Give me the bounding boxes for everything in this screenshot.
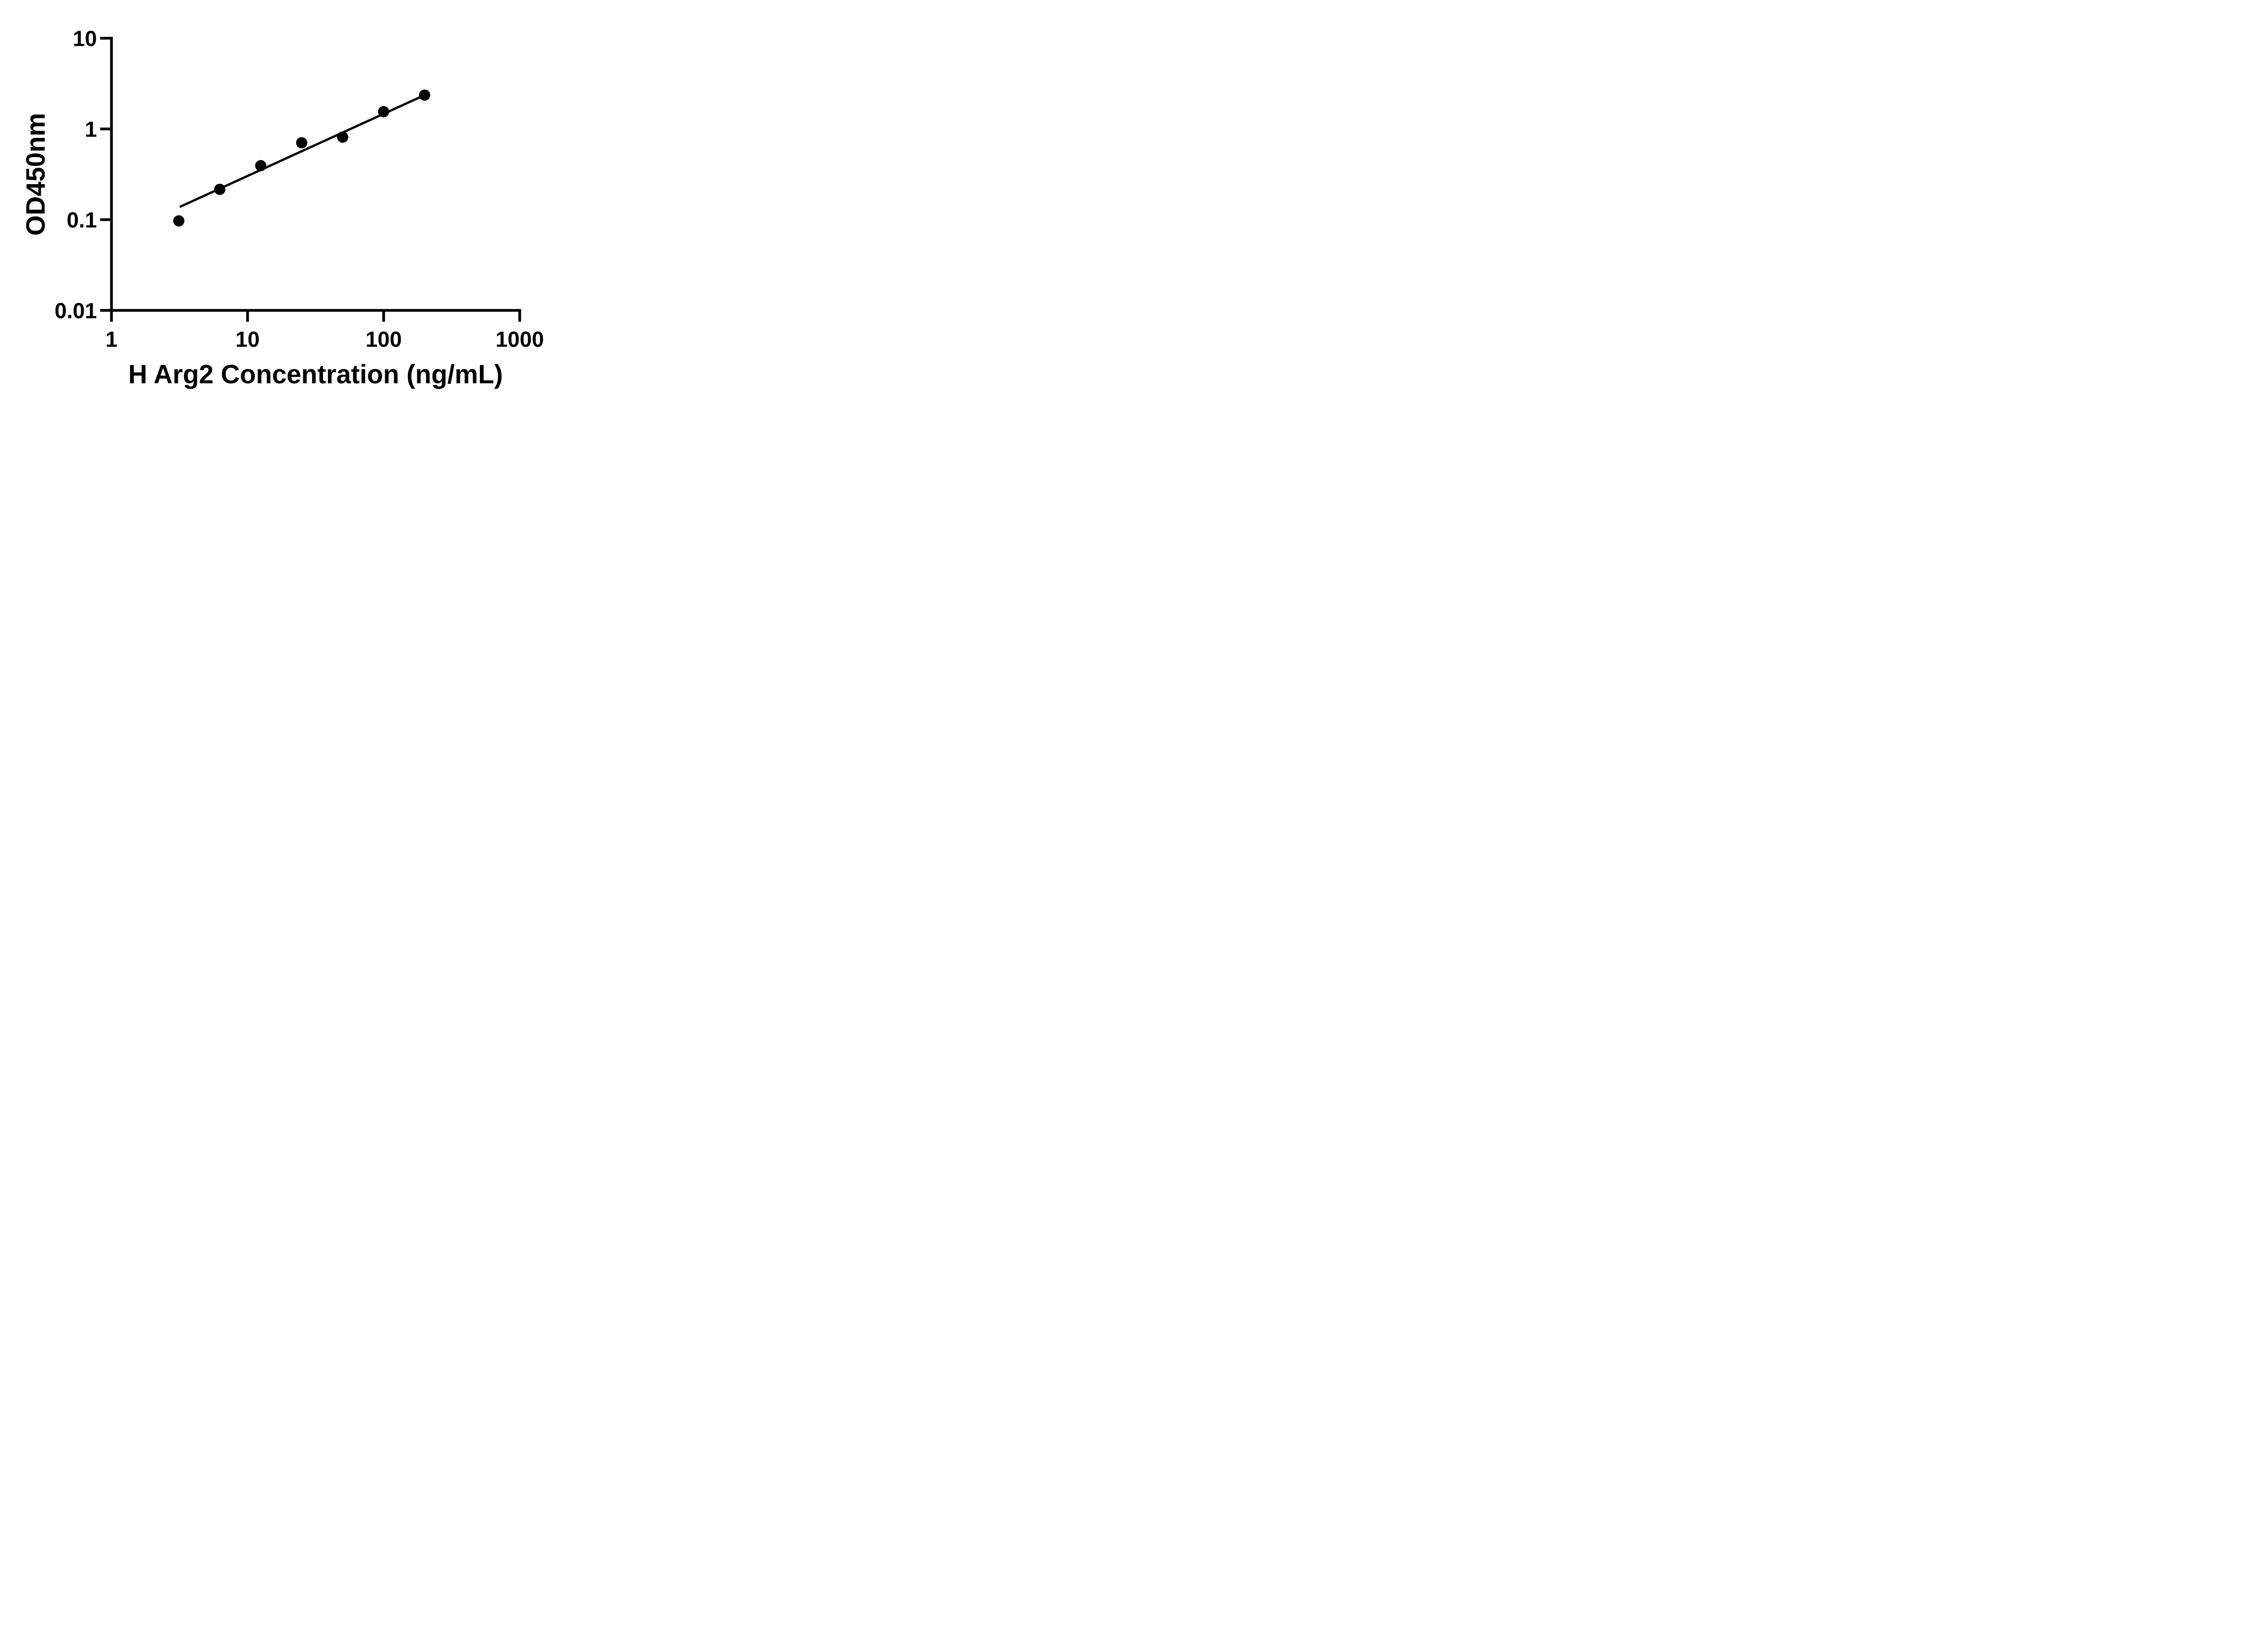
plot-area: 10 1 0.1 0.01 1 10 100 1000 OD450nm H Arg2 Conc…: [21, 27, 544, 389]
fit-line: [179, 94, 425, 208]
y-axis-title: OD450nm: [21, 113, 50, 236]
x-tick-label: 10: [235, 328, 259, 352]
x-axis-title: H Arg2 Concentration (ng/mL): [128, 360, 503, 389]
x-tick-label: 1: [105, 328, 117, 352]
x-tick-label: 1000: [495, 328, 544, 352]
y-tick-label: 0.01: [54, 299, 97, 323]
y-tick-label: 10: [73, 27, 97, 51]
chart-figure: 10 1 0.1 0.01 1 10 100 1000 OD450nm H Arg2 Conc…: [0, 0, 582, 408]
y-tick-label: 0.1: [67, 208, 97, 232]
data-point: [296, 137, 308, 149]
x-tick-label: 100: [366, 328, 402, 352]
y-tick-label: 1: [85, 117, 97, 142]
data-point: [173, 215, 185, 227]
